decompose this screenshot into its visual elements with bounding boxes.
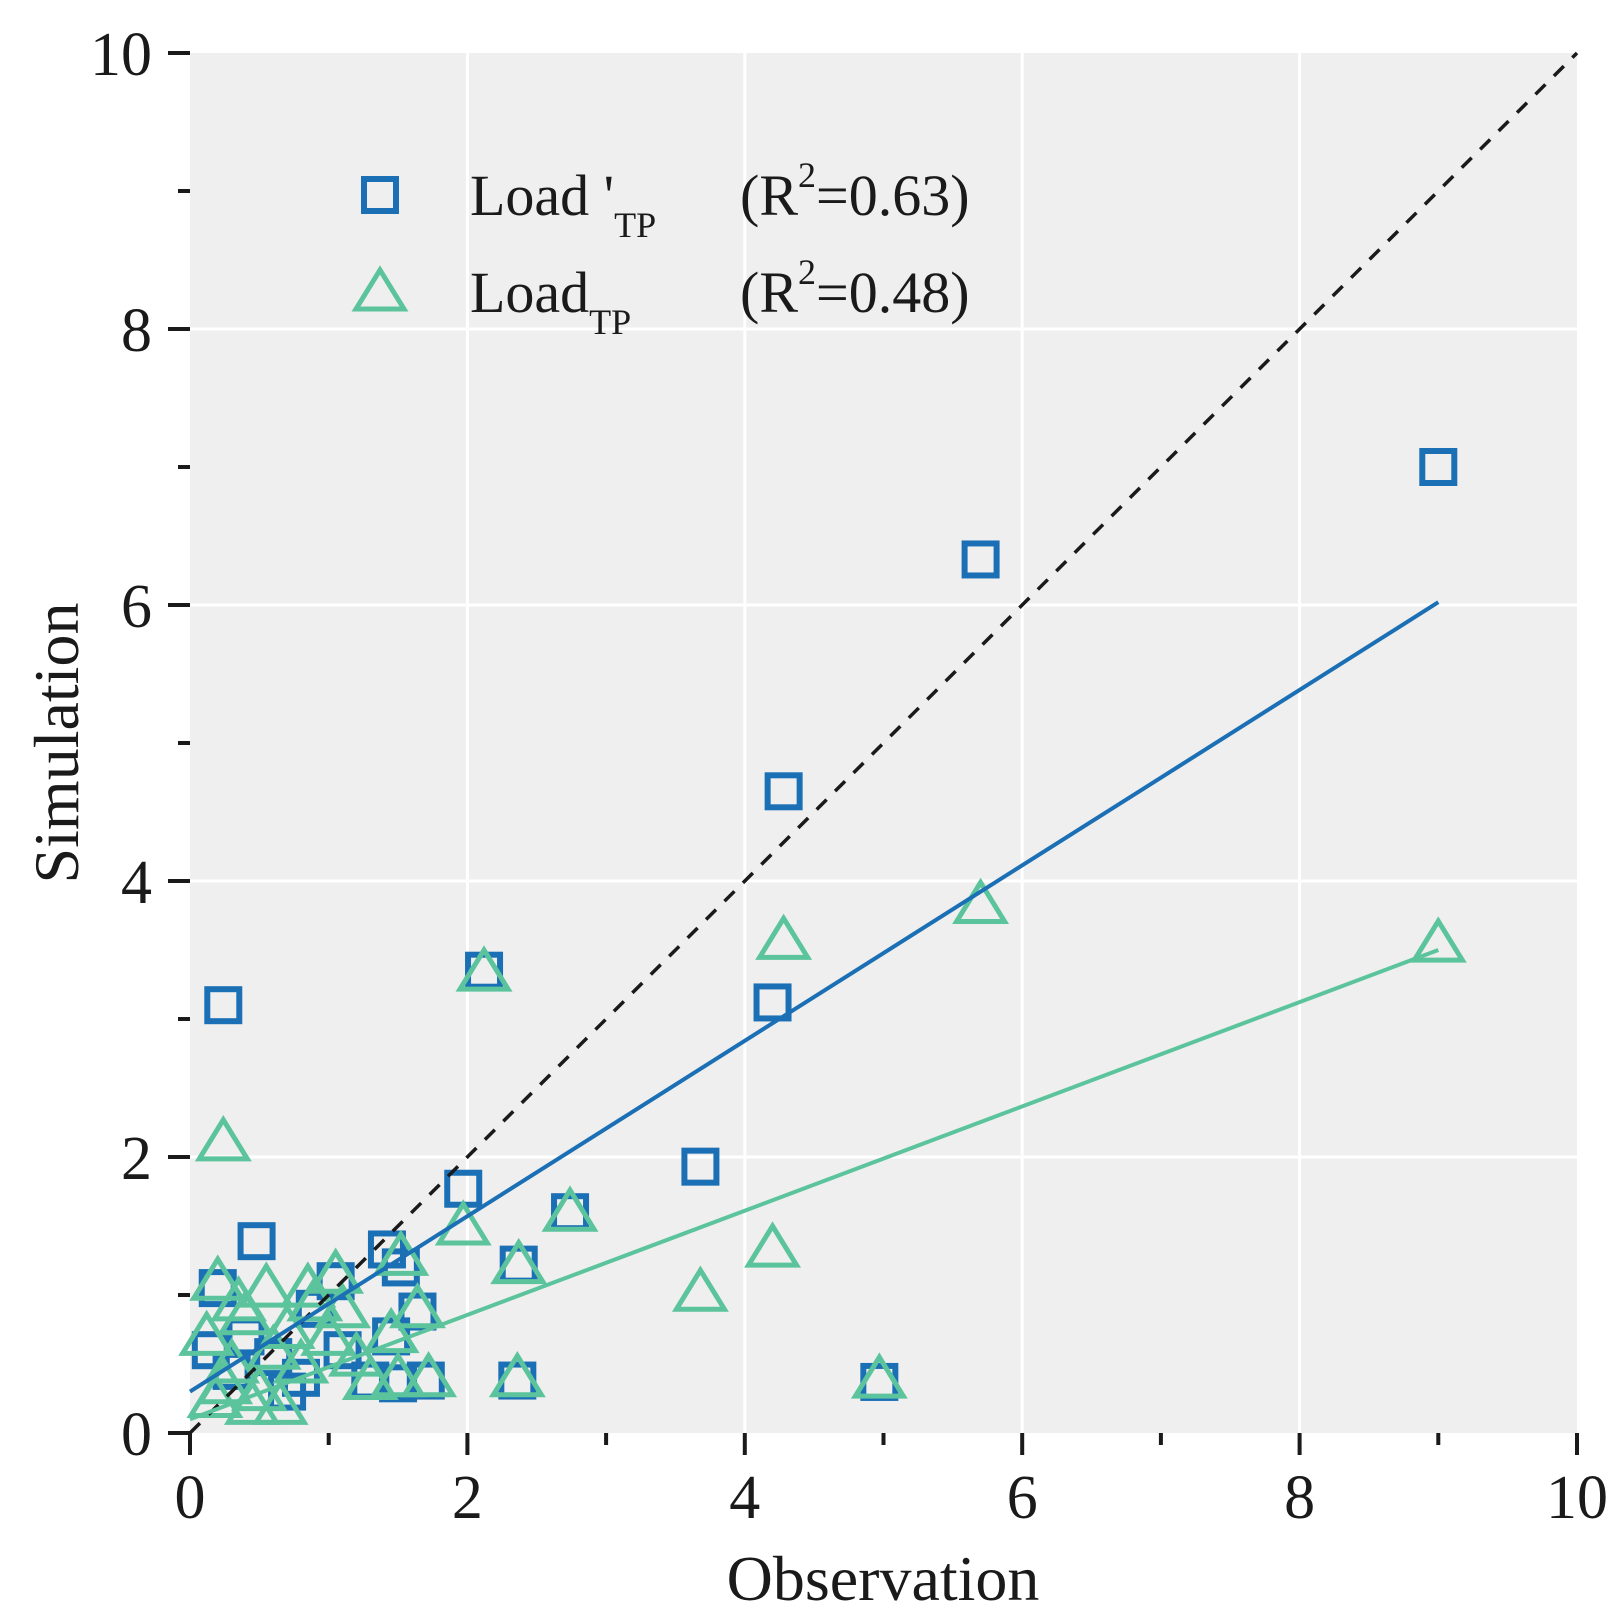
x-tick-label: 8 (1284, 1464, 1315, 1532)
point-triangle (300, 1309, 358, 1356)
x-tick-label: 6 (1007, 1464, 1038, 1532)
point-triangle (196, 1357, 254, 1405)
y-axis-title: Simulation (21, 603, 92, 884)
point-triangle (251, 1378, 309, 1425)
point-square (204, 986, 243, 1025)
y-tick-label: 4 (121, 849, 152, 917)
point-triangle (189, 1254, 247, 1301)
point-triangle (314, 1282, 372, 1329)
legend-subscript: TP (589, 302, 631, 342)
fit-line-square (188, 600, 1440, 1394)
point-triangle (194, 1115, 252, 1162)
x-tick-label: 2 (452, 1464, 483, 1532)
fit-lines (188, 51, 1579, 1435)
legend-superscript: 2 (798, 155, 816, 195)
point-triangle (362, 1306, 420, 1354)
point-triangle (210, 1275, 268, 1322)
point-triangle (203, 1337, 261, 1384)
legend-subscript: TP (614, 205, 656, 245)
point-triangle (671, 1265, 729, 1312)
y-tick-label: 0 (121, 1401, 152, 1469)
point-triangle (1409, 916, 1467, 963)
data-points (178, 448, 1467, 1425)
y-tick-label: 6 (121, 573, 152, 641)
legend-r2: (R2=0.63) (740, 155, 970, 228)
point-triangle (952, 877, 1010, 924)
point-triangle (455, 945, 513, 992)
axis-labels: Observation Simulation (21, 603, 1039, 1614)
point-square (281, 1358, 320, 1397)
point-triangle (850, 1352, 908, 1399)
legend-marker-triangle (351, 265, 409, 312)
point-triangle (279, 1261, 337, 1308)
point-triangle (744, 1221, 802, 1268)
x-tick-label: 4 (729, 1464, 760, 1532)
point-triangle (488, 1351, 546, 1398)
x-tick-label: 0 (175, 1464, 206, 1532)
point-square (764, 772, 803, 811)
plot-panel (190, 53, 1577, 1433)
point-square (961, 540, 1000, 579)
point-triangle (755, 913, 813, 960)
legend-r2-value: =0.63) (816, 163, 970, 228)
y-tick-label: 2 (121, 1125, 152, 1193)
point-square (1419, 448, 1458, 486)
y-tick-label: 10 (90, 21, 152, 89)
point-triangle (369, 1351, 427, 1398)
fit-line-triangle (189, 948, 1440, 1422)
point-triangle (178, 1309, 236, 1356)
point-triangle (388, 1282, 446, 1329)
legend-r2: (R2=0.48) (740, 252, 970, 325)
point-triangle (237, 1261, 295, 1308)
point-triangle (490, 1237, 548, 1285)
point-triangle (307, 1247, 365, 1294)
legend-marker-square (361, 176, 399, 214)
point-triangle (434, 1199, 492, 1246)
point-square (681, 1147, 720, 1186)
axes: 0 2 4 6 8 10 0 2 4 6 8 10 (90, 21, 1608, 1532)
x-tick-label: 10 (1546, 1464, 1608, 1532)
x-axis-title: Observation (727, 1543, 1040, 1614)
point-square (753, 983, 792, 1022)
point-triangle (541, 1185, 599, 1232)
point-triangle (223, 1378, 281, 1425)
grid-lines (190, 53, 1577, 1433)
legend-superscript: 2 (798, 252, 816, 292)
y-tick-label: 8 (121, 297, 152, 365)
point-triangle (327, 1330, 385, 1377)
point-triangle (272, 1337, 330, 1384)
point-triangle (372, 1229, 430, 1276)
point-triangle (341, 1353, 399, 1401)
point-square (237, 1222, 276, 1261)
series-triangle (178, 877, 1467, 1425)
point-triangle (400, 1351, 458, 1398)
legend-r2-value: =0.48) (816, 260, 970, 325)
